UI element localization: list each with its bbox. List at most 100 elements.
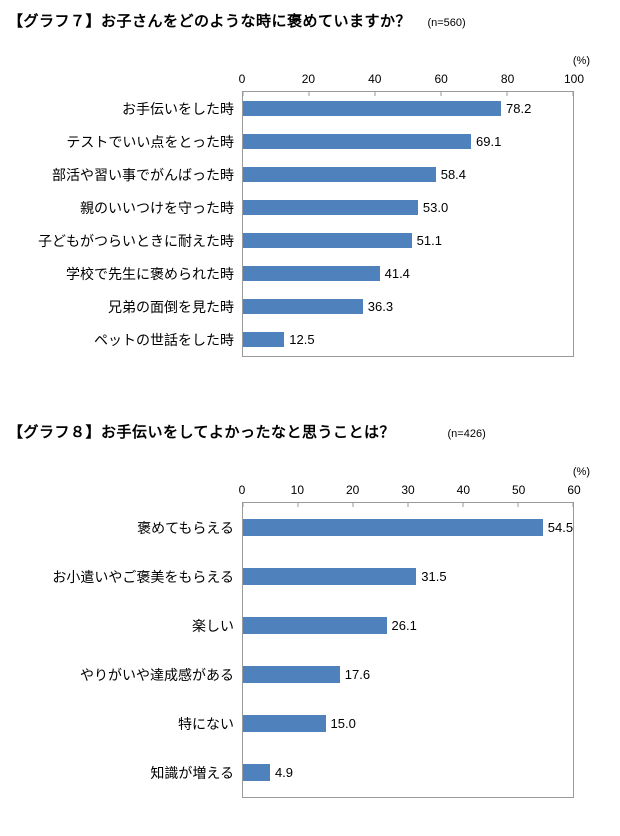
bar-row: 69.1: [243, 125, 573, 158]
value-label: 78.2: [506, 101, 532, 116]
value-label: 58.4: [440, 167, 467, 182]
bar: [243, 299, 363, 314]
x-axis-tick-label: 30: [401, 483, 415, 497]
chart-graph7: 【グラフ７】お子さんをどのような時に褒めていますか？ (n=560) お手伝いを…: [8, 10, 620, 357]
plot-area: 54.5 31.5 26.1 17.6 15.0 4.9: [242, 502, 574, 798]
bar: [243, 266, 380, 281]
value-label: 41.4: [384, 266, 410, 281]
category-label: 楽しい: [192, 617, 234, 634]
bar: [243, 764, 270, 781]
category-label: 親のいいつけを守った時: [80, 199, 234, 216]
value-label: 26.1: [391, 618, 417, 633]
bar: [243, 666, 340, 683]
value-label: 51.1: [416, 233, 442, 248]
bar: [243, 519, 543, 536]
value-label: 54.5: [547, 520, 574, 535]
x-axis-tick-label: 50: [511, 483, 526, 497]
category-label: 知識が増える: [150, 764, 234, 781]
value-label: 53.0: [422, 200, 449, 215]
x-axis-tick-label: 10: [290, 483, 305, 497]
category-axis: 褒めてもらえるお小遣いやご褒美をもらえる楽しいやりがいや達成感がある特にない知識…: [8, 468, 242, 798]
chart-title: 【グラフ７】お子さんをどのような時に褒めていますか？: [8, 13, 412, 30]
category-label: 特にない: [178, 715, 234, 732]
category-label: やりがいや達成感がある: [80, 666, 234, 683]
bar: [243, 233, 412, 248]
category-label: お小遣いやご褒美をもらえる: [52, 568, 234, 585]
plot-area: 78.2 69.1 58.4 53.0 51.1 41.4 36.3 12.5: [242, 91, 574, 357]
bar-row: 31.5: [243, 552, 573, 601]
x-axis-tick-mark: [572, 503, 574, 507]
bar-row: 51.1: [243, 224, 573, 257]
x-axis-tick-mark: [374, 92, 376, 96]
bar: [243, 332, 285, 347]
x-axis-tick-mark: [517, 503, 519, 507]
x-axis-tick-label: 20: [301, 72, 316, 86]
chart-body: お手伝いをした時テストでいい点をとった時部活や習い事でがんばった時親のいいつけを…: [8, 55, 620, 357]
bar: [243, 101, 502, 116]
x-axis-tick-mark: [572, 92, 574, 96]
x-axis-tick-mark: [242, 503, 244, 507]
x-axis-tick-mark: [506, 92, 508, 96]
value-label: 12.5: [289, 332, 315, 347]
category-label: 褒めてもらえる: [137, 519, 234, 536]
x-axis-tick-label: 60: [567, 483, 581, 497]
category-label: 兄弟の面倒を見た時: [108, 298, 234, 315]
category-label: ペットの世話をした時: [94, 331, 234, 348]
x-axis-tick-label: 100: [563, 72, 585, 86]
sample-size-label: (n=560): [427, 17, 466, 29]
x-axis-tick-mark: [462, 503, 464, 507]
category-axis: お手伝いをした時テストでいい点をとった時部活や習い事でがんばった時親のいいつけを…: [8, 57, 242, 357]
x-axis-tick-mark: [242, 92, 244, 96]
x-axis-tick-mark: [407, 503, 409, 507]
bar-row: 58.4: [243, 158, 573, 191]
bar: [243, 568, 417, 585]
x-axis-tick-label: 60: [434, 72, 448, 86]
value-label: 31.5: [421, 569, 447, 584]
chart-body: 褒めてもらえるお小遣いやご褒美をもらえる楽しいやりがいや達成感がある特にない知識…: [8, 466, 620, 798]
bar-row: 15.0: [243, 699, 573, 748]
axis-unit-label: (%): [572, 55, 590, 67]
bar: [243, 200, 418, 215]
chart-header: 【グラフ８】お手伝いをしてよかったなと思うことは？ (n=426): [8, 421, 620, 442]
value-label: 36.3: [367, 299, 394, 314]
bar: [243, 715, 326, 732]
x-axis-tick-mark: [308, 92, 310, 96]
category-label: お手伝いをした時: [122, 100, 234, 117]
x-axis-tick-label: 40: [368, 72, 382, 86]
category-label: テストでいい点をとった時: [66, 133, 234, 150]
plot-wrap: (%) 0 20 40 60 80 100 78.2 69.1 58.4 53.0 51.1 41.…: [238, 55, 590, 357]
x-axis-tick-mark: [352, 503, 354, 507]
x-axis: 0 20 40 60 80 100: [238, 72, 584, 88]
value-label: 69.1: [476, 134, 502, 149]
bar-row: 78.2: [243, 92, 573, 125]
axis-unit-label: (%): [572, 466, 590, 478]
x-axis: 0 10 20 30 40 50 60: [239, 483, 581, 499]
category-label: 学校で先生に褒められた時: [66, 265, 234, 282]
bar-row: 12.5: [243, 323, 573, 356]
value-label: 4.9: [274, 765, 294, 780]
chart-header: 【グラフ７】お子さんをどのような時に褒めていますか？ (n=560): [8, 10, 620, 31]
x-axis-tick-mark: [297, 503, 299, 507]
x-axis-tick-label: 0: [238, 72, 246, 86]
x-axis-tick-label: 20: [345, 483, 360, 497]
bar-row: 41.4: [243, 257, 573, 290]
bar-row: 53.0: [243, 191, 573, 224]
category-label: 部活や習い事でがんばった時: [52, 166, 234, 183]
value-label: 15.0: [330, 716, 356, 731]
bar: [243, 617, 387, 634]
x-axis-tick-label: 40: [456, 483, 471, 497]
plot-wrap: (%) 0 10 20 30 40 50 60 54.5 31.5 26.1 17.6 15.0 4.…: [239, 466, 590, 798]
chart-graph8: 【グラフ８】お手伝いをしてよかったなと思うことは？ (n=426) 褒めてもらえ…: [8, 421, 620, 798]
bar-row: 36.3: [243, 290, 573, 323]
bar-row: 26.1: [243, 601, 573, 650]
category-label: 子どもがつらいときに耐えた時: [38, 232, 234, 249]
sample-size-label: (n=426): [447, 428, 486, 440]
x-axis-tick-label: 80: [500, 72, 515, 86]
bar-row: 17.6: [243, 650, 573, 699]
x-axis-tick-mark: [440, 92, 442, 96]
bar: [243, 134, 472, 149]
chart-title: 【グラフ８】お手伝いをしてよかったなと思うことは？: [8, 424, 396, 441]
bar-row: 54.5: [243, 503, 573, 552]
bar: [243, 167, 436, 182]
